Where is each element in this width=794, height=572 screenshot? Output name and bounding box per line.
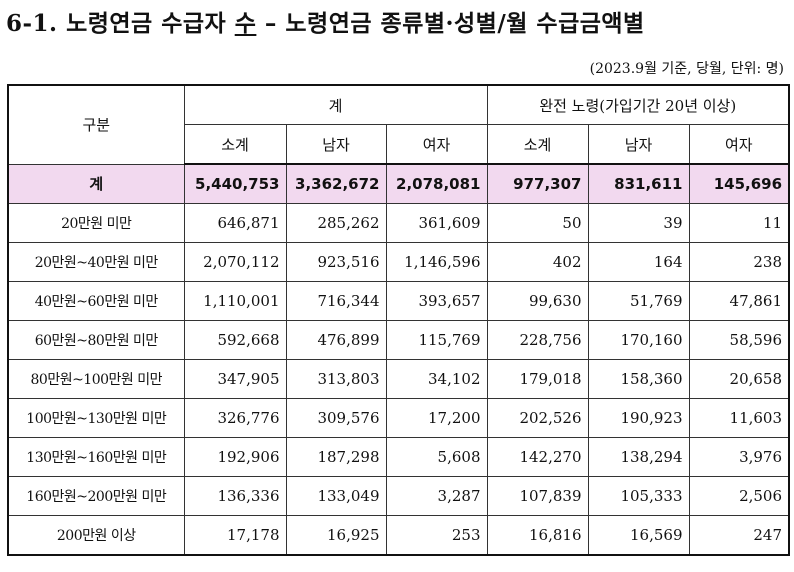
table-cell: 592,668	[183, 320, 287, 360]
table-cell: 2,070,112	[183, 242, 287, 282]
table-cell: 17,178	[183, 515, 287, 556]
table-cell: 476,899	[285, 320, 387, 360]
table-cell: 646,871	[183, 203, 287, 243]
table-row: 20만원~40만원 미만 2,070,112 923,516 1,146,596 402…	[7, 242, 790, 282]
table-cell: 16,925	[285, 515, 387, 556]
title-prefix: 6-1. 노령연금 수급자	[6, 10, 235, 37]
table-cell: 170,160	[587, 320, 690, 360]
table-cell: 138,294	[587, 437, 690, 477]
table-cell: 192,906	[183, 437, 287, 477]
row-label: 20만원~40만원 미만	[7, 242, 185, 282]
table-cell: 5,440,753	[183, 163, 287, 204]
table-cell: 5,608	[385, 437, 488, 477]
header-group-full: 완전 노령(가입기간 20년 이상)	[486, 84, 790, 125]
table-cell: 115,769	[385, 320, 488, 360]
row-label: 계	[7, 163, 185, 204]
table-row: 160만원~200만원 미만 136,336 133,049 3,287 107,839…	[7, 476, 790, 516]
table-cell: 977,307	[486, 163, 589, 204]
table-row-total: 계 5,440,753 3,362,672 2,078,081 977,307 …	[7, 163, 790, 204]
table-row: 80만원~100만원 미만 347,905 313,803 34,102 179,018…	[7, 359, 790, 399]
pension-table: 구분 계 완전 노령(가입기간 20년 이상) 소계 남자 여자 소계 남자 여…	[7, 84, 791, 556]
header-category: 구분	[7, 84, 185, 165]
table-cell: 2,506	[688, 476, 790, 516]
table-cell: 1,110,001	[183, 281, 287, 321]
table-cell: 16,569	[587, 515, 690, 556]
table-cell: 50	[486, 203, 589, 243]
table-cell: 51,769	[587, 281, 690, 321]
table-cell: 58,596	[688, 320, 790, 360]
table-row: 60만원~80만원 미만 592,668 476,899 115,769 228,756…	[7, 320, 790, 360]
row-label: 160만원~200만원 미만	[7, 476, 185, 516]
row-label: 200만원 이상	[7, 515, 185, 556]
table-cell: 202,526	[486, 398, 589, 438]
row-label: 60만원~80만원 미만	[7, 320, 185, 360]
table-cell: 238	[688, 242, 790, 282]
table-cell: 313,803	[285, 359, 387, 399]
table-cell: 190,923	[587, 398, 690, 438]
table-cell: 142,270	[486, 437, 589, 477]
table-row: 20만원 미만 646,871 285,262 361,609 50 39 11	[7, 203, 790, 243]
page-title: 6-1. 노령연금 수급자 수 – 노령연금 종류별·성별/월 수급금액별	[6, 4, 645, 38]
table-row: 200만원 이상 17,178 16,925 253 16,816 16,569 247	[7, 515, 790, 556]
table-row: 40만원~60만원 미만 1,110,001 716,344 393,657 99,63…	[7, 281, 790, 321]
row-label: 100만원~130만원 미만	[7, 398, 185, 438]
table-cell: 326,776	[183, 398, 287, 438]
row-label: 130만원~160만원 미만	[7, 437, 185, 477]
table-cell: 136,336	[183, 476, 287, 516]
table-cell: 145,696	[688, 163, 790, 204]
table-cell: 3,287	[385, 476, 488, 516]
table-cell: 228,756	[486, 320, 589, 360]
header-male: 남자	[587, 124, 690, 165]
row-label: 80만원~100만원 미만	[7, 359, 185, 399]
table-cell: 11,603	[688, 398, 790, 438]
unit-note: (2023.9월 기준, 당월, 단위: 명)	[589, 61, 784, 77]
table-cell: 158,360	[587, 359, 690, 399]
table-cell: 2,078,081	[385, 163, 488, 204]
table-cell: 179,018	[486, 359, 589, 399]
table-cell: 17,200	[385, 398, 488, 438]
row-label: 40만원~60만원 미만	[7, 281, 185, 321]
title-underlined: 수	[234, 10, 257, 37]
header-female: 여자	[688, 124, 790, 165]
table-cell: 164	[587, 242, 690, 282]
table-cell: 402	[486, 242, 589, 282]
header-group-total: 계	[183, 84, 488, 125]
table-cell: 3,362,672	[285, 163, 387, 204]
table-cell: 347,905	[183, 359, 287, 399]
table-cell: 285,262	[285, 203, 387, 243]
table-cell: 716,344	[285, 281, 387, 321]
table-cell: 253	[385, 515, 488, 556]
table-cell: 39	[587, 203, 690, 243]
table-cell: 105,333	[587, 476, 690, 516]
table-cell: 361,609	[385, 203, 488, 243]
header-male: 남자	[285, 124, 387, 165]
table-cell: 47,861	[688, 281, 790, 321]
table-cell: 393,657	[385, 281, 488, 321]
header-subtotal: 소계	[183, 124, 287, 165]
table-cell: 11	[688, 203, 790, 243]
header-subtotal: 소계	[486, 124, 589, 165]
table-cell: 16,816	[486, 515, 589, 556]
table-cell: 923,516	[285, 242, 387, 282]
table-cell: 1,146,596	[385, 242, 488, 282]
table-row: 100만원~130만원 미만 326,776 309,576 17,200 202,52…	[7, 398, 790, 438]
table-cell: 187,298	[285, 437, 387, 477]
table-cell: 133,049	[285, 476, 387, 516]
table-cell: 831,611	[587, 163, 690, 204]
table-cell: 309,576	[285, 398, 387, 438]
table-cell: 3,976	[688, 437, 790, 477]
table-cell: 107,839	[486, 476, 589, 516]
table-cell: 99,630	[486, 281, 589, 321]
table-cell: 247	[688, 515, 790, 556]
header-female: 여자	[385, 124, 488, 165]
table-cell: 34,102	[385, 359, 488, 399]
row-label: 20만원 미만	[7, 203, 185, 243]
table-cell: 20,658	[688, 359, 790, 399]
title-suffix: – 노령연금 종류별·성별/월 수급금액별	[256, 10, 645, 37]
table-row: 130만원~160만원 미만 192,906 187,298 5,608 142,270…	[7, 437, 790, 477]
